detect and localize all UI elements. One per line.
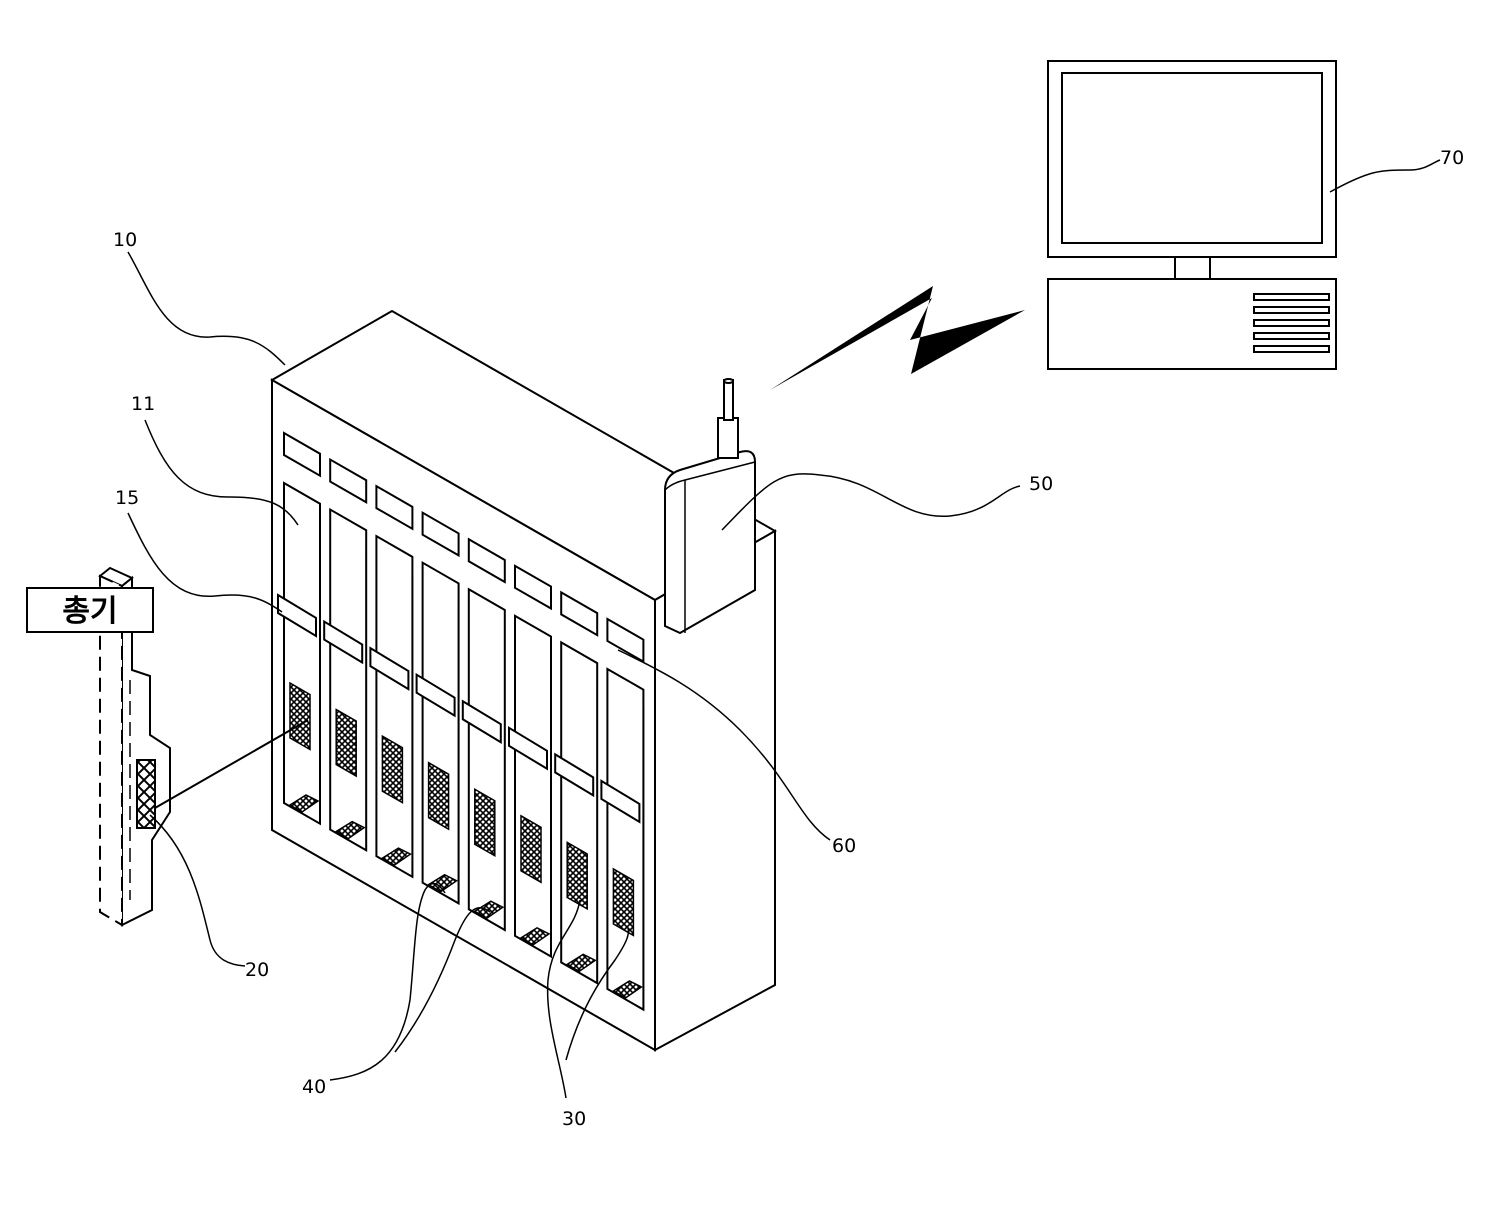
- slot-sensor: [429, 763, 449, 830]
- rifle: 총기: [27, 568, 170, 925]
- slot-sensor: [382, 736, 402, 803]
- monitor-pc: [1048, 61, 1336, 369]
- label-slot-indicator: 60: [832, 835, 856, 857]
- monitor-stand: [1175, 257, 1210, 279]
- monitor-screen: [1062, 73, 1322, 243]
- slot-sensor: [613, 869, 633, 936]
- slot-opening: [607, 669, 643, 1010]
- leader-20: [150, 815, 245, 966]
- label-monitor-pc: 70: [1440, 147, 1464, 169]
- label-sensor: 30: [562, 1108, 586, 1130]
- slot-sensor: [475, 789, 495, 856]
- slot-sensor: [567, 842, 587, 909]
- slot-sensor: [521, 816, 541, 883]
- antenna-base: [718, 418, 738, 458]
- slot-opening: [423, 563, 459, 904]
- slot-sensor: [290, 683, 310, 750]
- slot-opening: [469, 589, 505, 930]
- leader-50: [722, 474, 1020, 530]
- rifle-sign-text: 총기: [62, 594, 117, 629]
- label-sensor-base: 40: [302, 1076, 326, 1098]
- label-slot-tag: 15: [115, 487, 139, 509]
- leader-70: [1330, 160, 1440, 192]
- slot-opening: [330, 510, 366, 851]
- label-transmitter: 50: [1029, 473, 1053, 495]
- label-slot: 11: [131, 393, 155, 415]
- label-rifle-tag: 20: [245, 959, 269, 981]
- label-cabinet: 10: [113, 229, 137, 251]
- slot-opening: [515, 616, 551, 957]
- leader-10: [128, 252, 285, 365]
- slot-opening: [284, 483, 320, 824]
- antenna-rod: [724, 380, 733, 420]
- slot-sensor: [336, 710, 356, 777]
- wireless-signal-icon: [770, 286, 1025, 390]
- slot-opening: [376, 536, 412, 877]
- transmitter-device: [665, 379, 755, 633]
